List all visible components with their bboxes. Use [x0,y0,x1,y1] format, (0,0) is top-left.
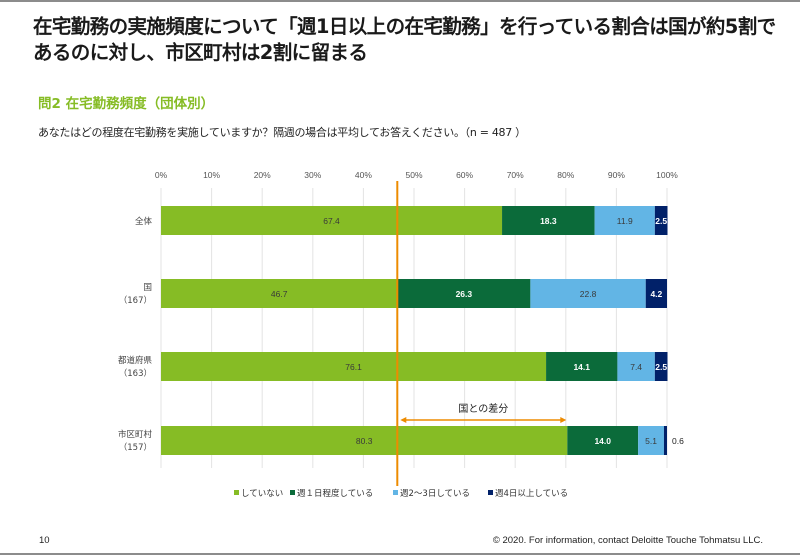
x-axis-ticks: 0% 10% 20% 30% 40% 50% 60% 70% 80% 90% 100% [155,170,678,180]
category-count: （163） [119,368,152,379]
legend: していない 週１日程度している 週2～3日している 週4日以上している [234,488,568,499]
data-label: 67.4 [323,216,340,226]
bar-segment [161,352,547,381]
bar-segment [645,279,667,308]
x-tick-label: 70% [507,170,524,180]
data-label: 18.3 [540,216,557,226]
data-label: 4.2 [650,289,662,299]
page-number: 10 [39,535,50,546]
page-title: 在宅勤務の実施頻度について「週1日以上の在宅勤務」を行っている割合は国が約5割で… [33,15,776,64]
category-count: （157） [119,442,152,453]
arrow-head-right-icon [560,417,567,423]
data-label: 14.1 [573,362,590,372]
category-label: 全体 [135,216,153,227]
data-label: 0.6 [672,436,684,446]
data-label: 5.1 [645,436,657,446]
legend-label: していない [241,489,283,499]
x-tick-label: 10% [203,170,220,180]
x-tick-label: 50% [405,170,422,180]
legend-label: 週4日以上している [495,489,568,499]
x-tick-label: 100% [656,170,678,180]
category-count: （167） [119,295,152,306]
x-tick-label: 30% [304,170,321,180]
legend-swatch [234,490,239,495]
difference-label: 国との差分 [458,402,508,415]
category-label: 都道府県 [118,355,153,366]
bars: 67.4 18.3 11.9 2.5 46.7 26.3 22.8 4.2 76.1 14.1 7.… [161,206,684,455]
survey-question: あなたはどの程度在宅勤務を実施していますか？隔週の場合は平均してお答えください。… [38,126,526,139]
bar-segment [502,206,595,235]
data-label: 7.4 [630,362,642,372]
bar-segment [617,352,655,381]
data-label: 14.0 [594,436,611,446]
bar-segment [161,206,503,235]
x-tick-label: 80% [557,170,574,180]
x-tick-label: 60% [456,170,473,180]
annotations: 国との差分 [396,181,567,486]
x-tick-label: 40% [355,170,372,180]
copyright: © 2020. For information, contact Deloitt… [492,535,763,546]
legend-label: 週１日程度している [297,488,373,499]
data-label: 76.1 [345,362,362,372]
bar-segment [161,279,398,308]
bar-segment [594,206,655,235]
bar-segment [546,352,618,381]
category-label: 国 [143,283,152,293]
legend-swatch [290,490,295,495]
bar-segment [654,206,668,235]
bar-segment [567,426,639,455]
bar-segment [530,279,646,308]
chart-subtitle: 問2 在宅勤務頻度（団体別） [38,96,215,112]
data-label: 22.8 [580,289,597,299]
arrow-head-left-icon [400,417,407,423]
x-tick-label: 0% [155,170,168,180]
bar-segment [397,279,531,308]
data-label: 2.5 [655,216,667,226]
legend-label: 週2～3日している [400,489,470,499]
data-label: 46.7 [271,289,288,299]
x-tick-label: 90% [608,170,625,180]
category-labels: 全体国 （167） 都道府県 （163） 市区町村 （157） [118,216,153,453]
bar-segment [161,426,568,455]
bar-segment [663,426,667,455]
category-label: 市区町村 [118,429,153,440]
legend-swatch [393,490,398,495]
legend-swatch [488,490,493,495]
top-rule [0,0,800,2]
bar-segment [654,352,668,381]
data-label: 11.9 [617,216,633,226]
data-label: 80.3 [356,436,373,446]
bottom-rule [0,553,800,555]
data-label: 26.3 [456,289,473,299]
x-tick-label: 20% [254,170,271,180]
data-label: 2.5 [655,362,667,372]
bar-segment [638,426,664,455]
